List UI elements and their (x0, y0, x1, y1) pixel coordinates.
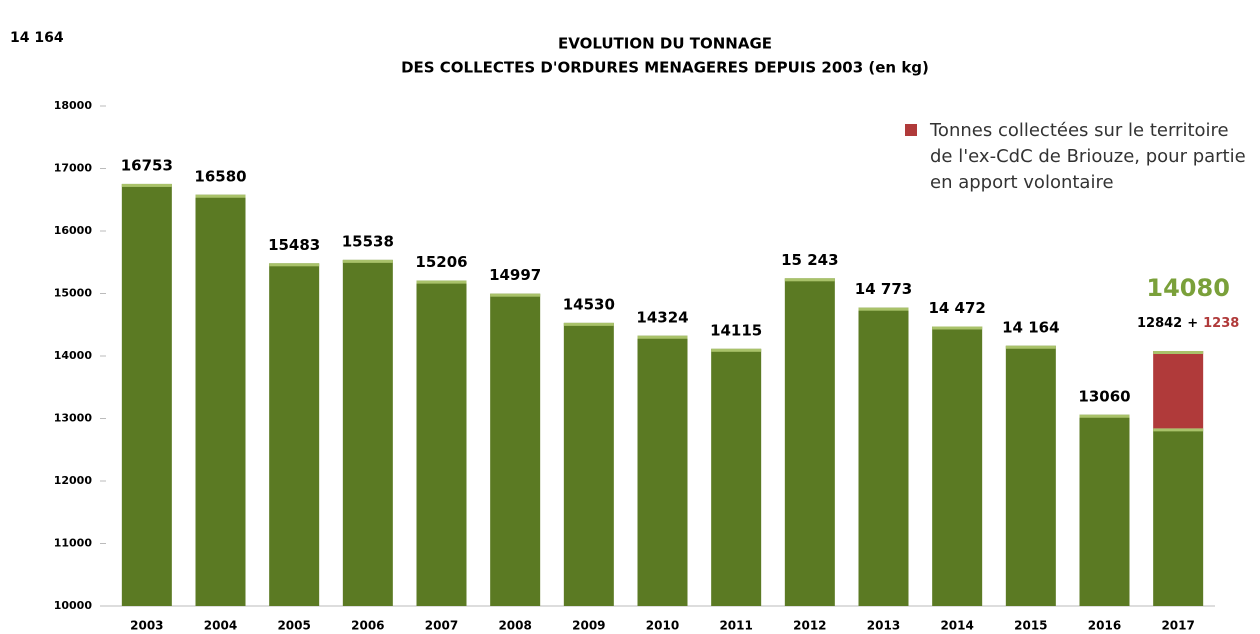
bar (1153, 351, 1204, 429)
x-tick-label: 2004 (204, 619, 237, 633)
bar-highlight (1005, 345, 1056, 349)
value-label: 14115 (710, 321, 762, 339)
y-tick-label: 17000 (54, 162, 93, 175)
y-tick-label: 15000 (54, 287, 93, 300)
bar (1005, 345, 1056, 606)
legend: Tonnes collectées sur le territoire de l… (905, 118, 1250, 196)
value-label: 15483 (268, 236, 320, 254)
bar-highlight (1153, 428, 1204, 432)
legend-label: Tonnes collectées sur le territoire de l… (930, 120, 1246, 193)
x-tick-label: 2015 (1014, 619, 1047, 633)
x-tick-label: 2016 (1088, 619, 1121, 633)
bar-highlight (637, 335, 688, 339)
bar (121, 183, 172, 606)
chart-title: DES COLLECTES D'ORDURES MENAGERES DEPUIS… (401, 59, 929, 77)
bar (1079, 414, 1130, 606)
x-tick-label: 2017 (1161, 619, 1194, 633)
value-label: 15538 (342, 232, 394, 250)
x-tick-label: 2009 (572, 619, 605, 633)
y-tick-label: 11000 (54, 537, 93, 550)
bar (711, 348, 762, 606)
value-label: 14530 (563, 295, 615, 313)
value-label: 13060 (1078, 387, 1130, 405)
value-label: 14997 (489, 266, 541, 284)
value-label-group: 12842 +1238 (1137, 316, 1239, 331)
value-label: 15206 (415, 253, 467, 271)
bar (1153, 428, 1204, 606)
y-tick-label: 14000 (54, 349, 93, 362)
bar-highlight (121, 183, 172, 187)
value-label: 1238 (1203, 316, 1239, 331)
bar-highlight (711, 348, 762, 352)
value-label: 16580 (194, 167, 246, 185)
bar-highlight (195, 194, 246, 198)
corner-note: 14 164 (10, 30, 64, 46)
bar-highlight (416, 280, 467, 284)
bar (195, 194, 246, 606)
bar (637, 335, 688, 606)
bar (563, 322, 614, 606)
value-label: 15 243 (781, 251, 838, 269)
value-label: 14 164 (1002, 318, 1059, 336)
x-tick-label: 2010 (646, 619, 679, 633)
bar (858, 307, 909, 606)
legend-marker (905, 124, 917, 136)
value-label: 14 472 (928, 299, 985, 317)
x-tick-label: 2006 (351, 619, 384, 633)
bar-highlight (932, 326, 983, 330)
bar (490, 293, 541, 606)
bar (784, 278, 835, 606)
y-tick-label: 10000 (54, 599, 93, 612)
value-label: 14324 (636, 308, 688, 326)
y-tick-label: 18000 (54, 99, 93, 112)
x-tick-label: 2003 (130, 619, 163, 633)
x-tick-label: 2014 (940, 619, 973, 633)
y-tick-label: 12000 (54, 474, 93, 487)
x-tick-label: 2011 (719, 619, 752, 633)
bar-highlight (269, 263, 320, 267)
bar-highlight (1079, 414, 1130, 418)
x-tick-label: 2013 (867, 619, 900, 633)
value-label: 16753 (121, 156, 173, 174)
value-label: 14 773 (855, 280, 912, 298)
total-label: 14080 (1146, 274, 1230, 302)
bar (416, 280, 467, 606)
chart-title: EVOLUTION DU TONNAGE (558, 35, 772, 53)
stack-separator: + (1187, 316, 1198, 331)
x-tick-label: 2008 (498, 619, 531, 633)
bar-highlight (1153, 351, 1204, 354)
bar-highlight (342, 259, 393, 263)
bar-highlight (563, 322, 614, 326)
y-tick-label: 16000 (54, 224, 93, 237)
x-tick-label: 2007 (425, 619, 458, 633)
y-tick-label: 13000 (54, 412, 93, 425)
bar (932, 326, 983, 606)
bar-highlight (490, 293, 541, 297)
bar (269, 263, 320, 606)
bar-highlight (858, 307, 909, 311)
x-tick-label: 2005 (277, 619, 310, 633)
value-label: 12842 (1137, 316, 1182, 331)
bar-highlight (784, 278, 835, 282)
x-tick-label: 2012 (793, 619, 826, 633)
bar (342, 259, 393, 606)
